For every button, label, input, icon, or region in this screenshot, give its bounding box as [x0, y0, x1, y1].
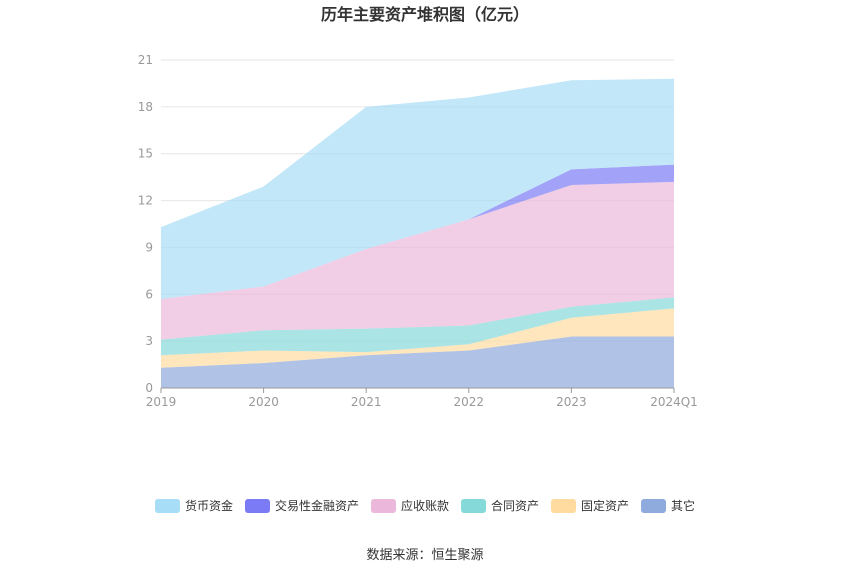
area-series-0: [161, 336, 674, 388]
area-series-3: [161, 181, 674, 340]
legend-item[interactable]: 其它: [641, 498, 695, 513]
legend-item[interactable]: 固定资产: [551, 498, 629, 513]
legend-swatch: [155, 499, 180, 513]
legend-swatch: [551, 499, 576, 513]
area-series-1: [161, 308, 674, 368]
legend-item[interactable]: 合同资产: [461, 498, 539, 513]
legend-label: 其它: [671, 498, 695, 513]
area-series-5: [161, 78, 674, 299]
legend-label: 应收账款: [401, 498, 449, 513]
area-series-4: [161, 164, 674, 299]
legend-label: 货币资金: [185, 498, 233, 513]
y-tick-label: 18: [138, 100, 153, 114]
legend-swatch: [245, 499, 270, 513]
x-tick-label: 2021: [351, 395, 382, 409]
x-tick-label: 2020: [248, 395, 279, 409]
area-series-2: [161, 297, 674, 356]
x-tick-label: 2024Q1: [650, 395, 698, 409]
y-tick-label: 3: [145, 334, 153, 348]
x-tick-label: 2022: [454, 395, 485, 409]
y-tick-label: 21: [138, 53, 153, 67]
x-tick-label: 2019: [146, 395, 177, 409]
chart-title: 历年主要资产堆积图（亿元）: [321, 5, 529, 24]
y-tick-label: 6: [145, 287, 153, 301]
y-tick-label: 12: [138, 194, 153, 208]
data-source-note: 数据来源：恒生聚源: [366, 548, 483, 563]
legend-label: 合同资产: [491, 498, 539, 513]
legend-item[interactable]: 应收账款: [371, 498, 449, 513]
legend-swatch: [641, 499, 666, 513]
x-tick-label: 2023: [556, 395, 587, 409]
legend: 货币资金 交易性金融资产 应收账款 合同资产 固定资产 其它: [155, 498, 695, 513]
y-tick-label: 0: [145, 381, 153, 395]
y-tick-label: 15: [138, 147, 153, 161]
legend-label: 交易性金融资产: [275, 498, 359, 513]
legend-swatch: [371, 499, 396, 513]
area-series-group: [161, 78, 674, 388]
legend-item[interactable]: 交易性金融资产: [245, 498, 359, 513]
legend-label: 固定资产: [581, 498, 629, 513]
axes: 0 3 6 9 12 15 18 21 2019 2020 2021 2022 2023 2024Q1: [138, 53, 698, 409]
legend-swatch: [461, 499, 486, 513]
y-tick-label: 9: [145, 240, 153, 254]
legend-item[interactable]: 货币资金: [155, 498, 233, 513]
